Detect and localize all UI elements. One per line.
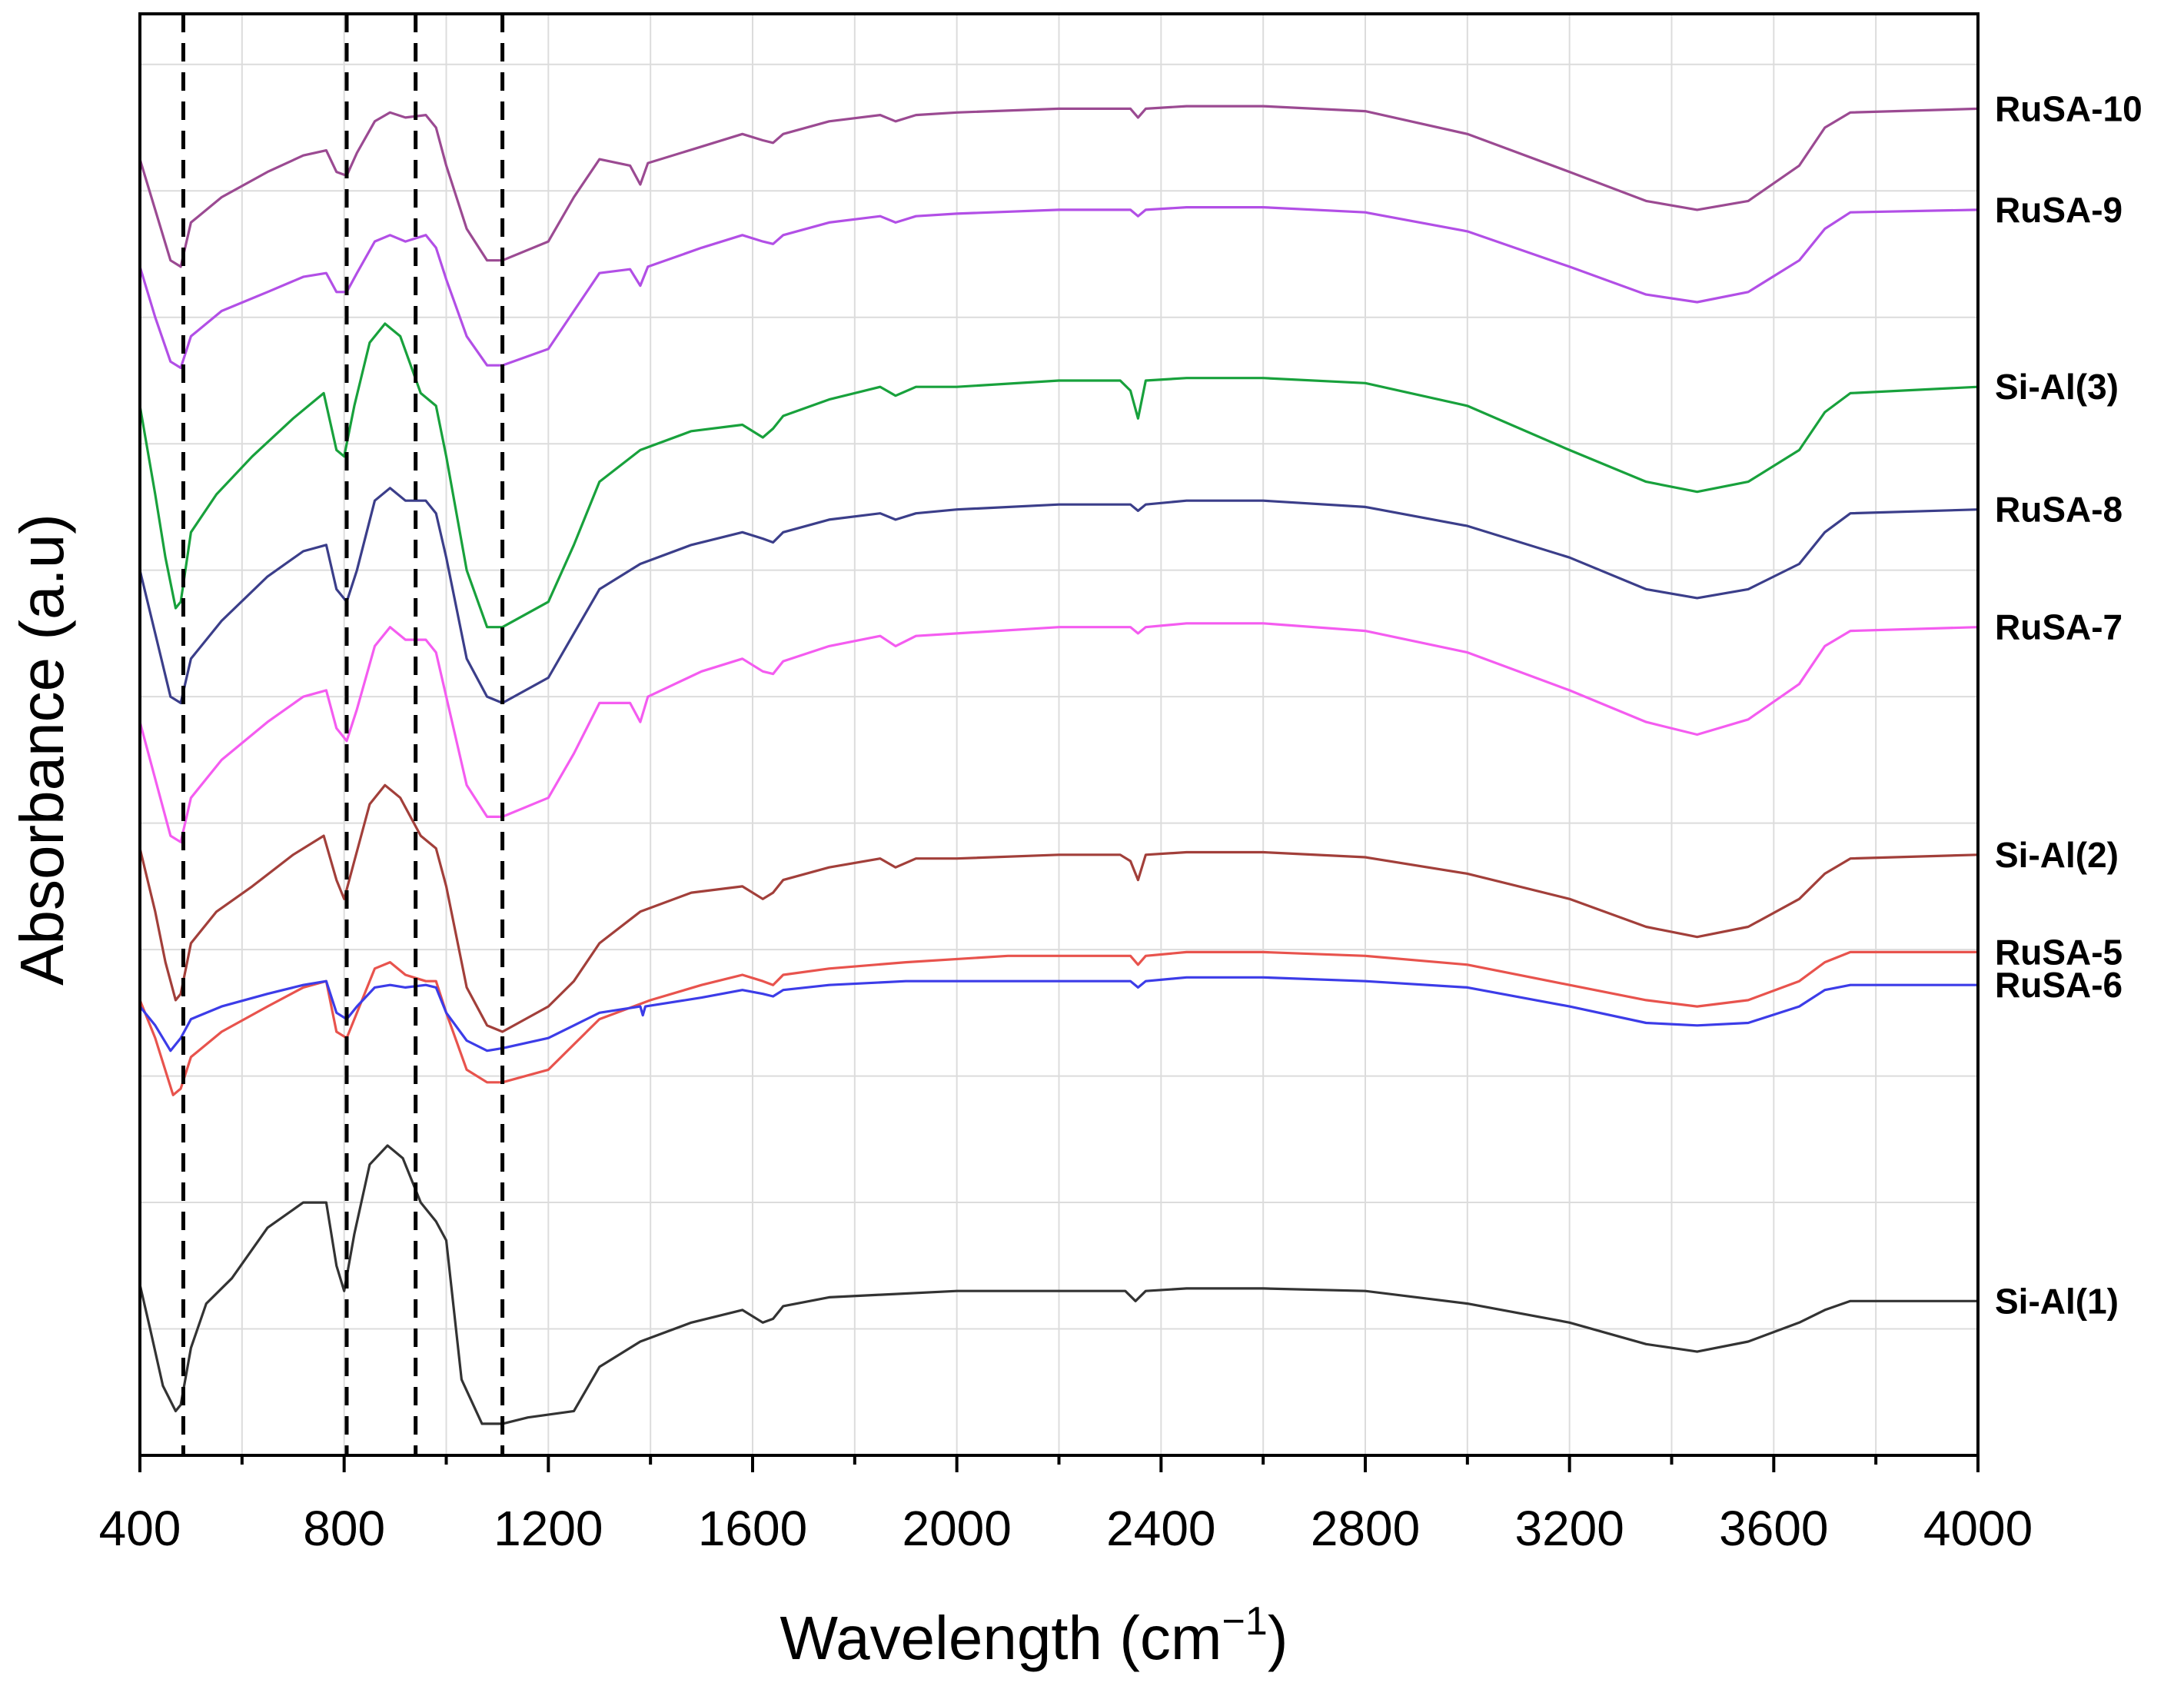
x-axis-title-close: ) [1268,1604,1288,1672]
series-line-si-al-2 [138,783,1979,1033]
grid [140,14,1978,1455]
series-line-rusa-6 [138,976,1978,1053]
series-label: RuSA-7 [1995,607,2123,647]
x-tick-label: 4000 [1923,1501,2033,1556]
series-line-rusa-8 [138,487,1979,704]
series-label: Si-Al(3) [1995,367,2119,407]
x-tick-label: 2000 [902,1501,1011,1556]
series-lines [138,105,1979,1425]
x-axis-ticks: 400 800 1200 1600 2000 2400 2800 3200 3600 4000 [99,1455,2033,1556]
series-label: Si-Al(2) [1995,835,2119,875]
series-label: RuSA-8 [1995,490,2123,530]
series-line-rusa-7 [138,622,1979,843]
x-tick-label: 2800 [1311,1501,1420,1556]
series-line-si-al-1 [138,1144,1978,1425]
x-axis-title: Wavelength (cm−1) [780,1599,1288,1672]
x-axis-title-superscript: −1 [1222,1599,1268,1644]
x-tick-label: 1200 [494,1501,603,1556]
series-line-rusa-10 [138,105,1979,268]
x-tick-label: 3600 [1719,1501,1828,1556]
series-label: RuSA-9 [1995,190,2123,230]
series-label: Si-Al(1) [1995,1281,2119,1321]
x-tick-label: 800 [303,1501,385,1556]
y-axis-title: Absorbance (a.u) [8,514,76,986]
x-tick-label: 400 [99,1501,181,1556]
x-axis-title-main: Wavelength (cm [780,1604,1222,1672]
series-label: RuSA-6 [1995,965,2123,1005]
series-line-si-al-3 [138,322,1979,629]
x-tick-label: 1600 [698,1501,807,1556]
series-line-rusa-9 [138,206,1979,370]
x-tick-label: 3200 [1514,1501,1624,1556]
series-label: RuSA-10 [1995,88,2142,128]
series-label: RuSA-5 [1995,932,2123,972]
x-tick-label: 2400 [1106,1501,1215,1556]
reference-lines [181,14,505,1455]
